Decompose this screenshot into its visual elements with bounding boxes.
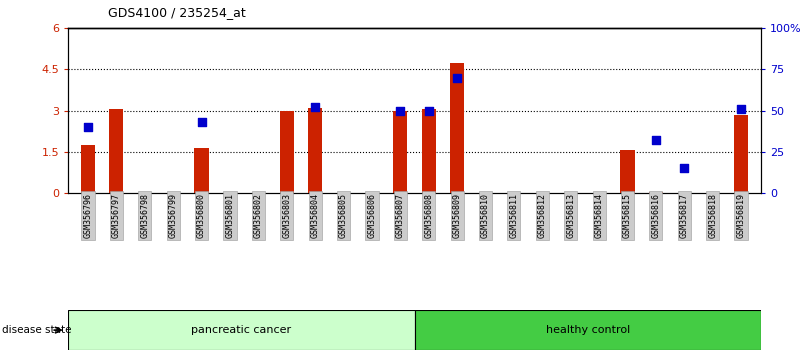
- Text: GSM356797: GSM356797: [112, 193, 121, 238]
- Bar: [734, 115, 748, 193]
- Bar: [421, 109, 436, 193]
- Bar: [649, 192, 663, 193]
- Text: GSM356809: GSM356809: [453, 193, 461, 238]
- Text: GSM356805: GSM356805: [339, 193, 348, 238]
- Text: GSM356801: GSM356801: [225, 193, 235, 238]
- Text: GSM356814: GSM356814: [594, 193, 604, 238]
- Text: pancreatic cancer: pancreatic cancer: [191, 325, 292, 335]
- Point: [735, 106, 747, 112]
- Text: GSM356803: GSM356803: [282, 193, 292, 238]
- Bar: [393, 111, 408, 193]
- Point: [451, 75, 464, 81]
- Point: [422, 108, 435, 114]
- Text: GSM356807: GSM356807: [396, 193, 405, 238]
- Text: GSM356811: GSM356811: [509, 193, 518, 238]
- Text: GSM356806: GSM356806: [368, 193, 376, 238]
- Text: GSM356817: GSM356817: [680, 193, 689, 238]
- Point: [678, 165, 690, 171]
- Bar: [280, 111, 294, 193]
- Text: GSM356819: GSM356819: [737, 193, 746, 238]
- Point: [394, 108, 407, 114]
- Point: [650, 137, 662, 143]
- Text: GSM356813: GSM356813: [566, 193, 575, 238]
- Text: GSM356799: GSM356799: [169, 193, 178, 238]
- Bar: [308, 108, 322, 193]
- Text: GSM356816: GSM356816: [651, 193, 660, 238]
- Bar: [81, 145, 95, 193]
- Text: GSM356804: GSM356804: [311, 193, 320, 238]
- Text: GSM356800: GSM356800: [197, 193, 206, 238]
- Text: GSM356802: GSM356802: [254, 193, 263, 238]
- Text: GSM356808: GSM356808: [425, 193, 433, 238]
- Text: GSM356818: GSM356818: [708, 193, 717, 238]
- Bar: [621, 150, 634, 193]
- Point: [195, 119, 208, 125]
- Text: disease state: disease state: [2, 325, 71, 335]
- Bar: [450, 63, 465, 193]
- Text: GSM356812: GSM356812: [537, 193, 547, 238]
- Text: healthy control: healthy control: [545, 325, 630, 335]
- Bar: [415, 310, 761, 350]
- Text: GSM356810: GSM356810: [481, 193, 490, 238]
- Bar: [109, 109, 123, 193]
- Point: [308, 104, 321, 110]
- Point: [82, 124, 95, 130]
- Text: GSM356815: GSM356815: [623, 193, 632, 238]
- Bar: [195, 148, 208, 193]
- Text: GSM356798: GSM356798: [140, 193, 149, 238]
- Bar: [68, 310, 415, 350]
- Text: GSM356796: GSM356796: [83, 193, 92, 238]
- Text: GDS4100 / 235254_at: GDS4100 / 235254_at: [108, 6, 246, 19]
